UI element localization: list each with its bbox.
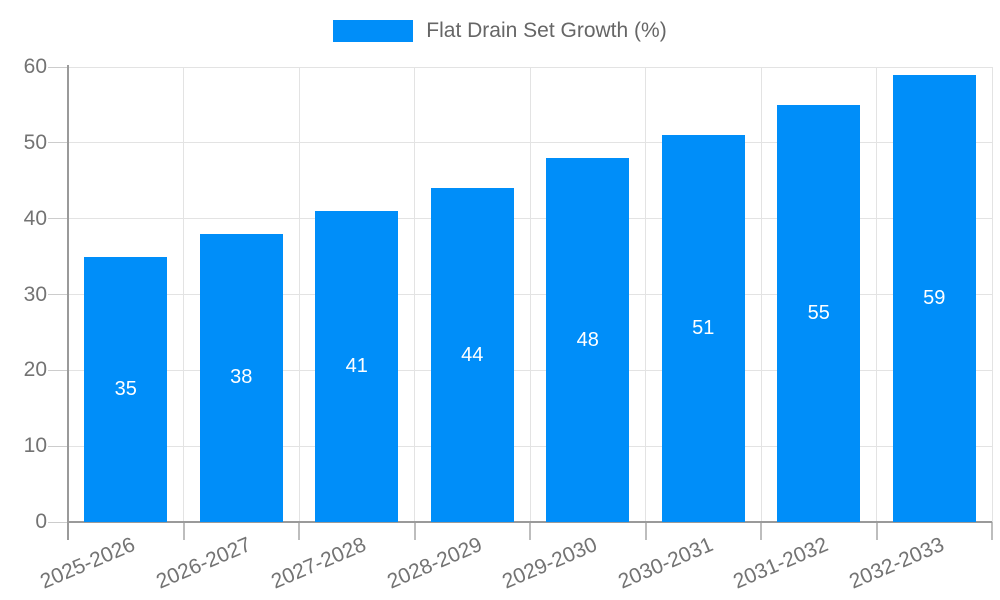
bar[interactable]: 55	[777, 104, 861, 522]
y-axis-tick	[48, 142, 68, 144]
y-axis-label: 20	[23, 358, 47, 382]
bar-value-label: 41	[345, 355, 368, 378]
x-axis-tick	[182, 522, 185, 540]
y-axis-tick	[48, 218, 68, 220]
y-axis-tick	[48, 445, 68, 447]
bar-value-label: 48	[576, 328, 599, 351]
x-axis-label: 2027-2028	[268, 533, 370, 594]
gridline-vertical	[183, 67, 184, 522]
legend[interactable]: Flat Drain Set Growth (%)	[0, 18, 1000, 44]
x-axis-label: 2025-2026	[37, 533, 139, 594]
y-axis-tick	[48, 294, 68, 295]
bar[interactable]: 59	[892, 74, 976, 522]
bar-value-label: 51	[692, 317, 715, 340]
x-axis-line	[68, 521, 992, 523]
x-axis-tick	[529, 522, 531, 540]
bar[interactable]: 38	[199, 233, 283, 522]
gridline-vertical	[414, 67, 415, 522]
bar[interactable]: 51	[661, 135, 745, 522]
bar[interactable]: 35	[84, 256, 168, 522]
y-axis-label: 0	[35, 510, 47, 533]
x-axis-label: 2030-2031	[614, 533, 717, 594]
gridline-vertical	[760, 67, 762, 522]
x-axis-label: 2031-2032	[730, 533, 832, 594]
x-axis-tick	[413, 522, 416, 540]
x-axis-tick	[760, 522, 762, 540]
y-axis-label: 10	[23, 434, 47, 458]
x-axis-tick	[875, 522, 878, 540]
gridline-vertical	[876, 67, 877, 522]
gridline-vertical	[529, 67, 531, 522]
gridline-vertical	[645, 67, 646, 522]
y-axis-label: 40	[23, 206, 47, 230]
bar[interactable]: 48	[546, 158, 630, 522]
y-axis-tick	[48, 369, 68, 371]
bar-value-label: 44	[461, 343, 484, 366]
y-axis-tick	[48, 521, 68, 523]
bar-value-label: 55	[807, 301, 830, 324]
y-axis-tick	[48, 66, 68, 68]
gridline-vertical	[298, 67, 300, 522]
x-axis-label: 2026-2027	[152, 533, 255, 594]
y-axis-label: 50	[23, 130, 47, 154]
legend-label: Flat Drain Set Growth (%)	[426, 19, 667, 42]
y-axis-label: 30	[23, 282, 47, 306]
gridline-vertical	[991, 67, 993, 522]
bar-value-label: 38	[230, 366, 253, 389]
x-axis-tick	[644, 522, 647, 540]
y-axis-line	[67, 65, 69, 540]
x-axis-tick	[991, 522, 993, 540]
x-axis-label: 2028-2029	[383, 533, 486, 594]
x-axis-label: 2029-2030	[499, 533, 601, 594]
x-axis-label: 2032-2033	[845, 533, 948, 594]
bar[interactable]: 41	[315, 211, 399, 522]
legend-swatch-icon	[333, 20, 414, 42]
bar[interactable]: 44	[430, 188, 514, 522]
bar-value-label: 35	[114, 377, 137, 400]
y-axis-label: 60	[23, 55, 47, 78]
x-axis-tick	[298, 522, 300, 540]
bar-value-label: 59	[923, 286, 946, 309]
